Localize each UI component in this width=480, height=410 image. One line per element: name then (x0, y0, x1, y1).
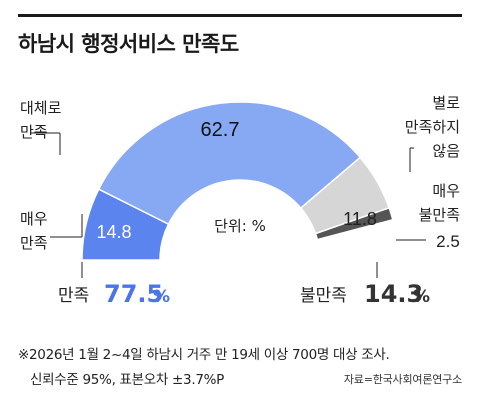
value-label-satisfied: 62.7 (201, 119, 240, 141)
unit-label: 단위: % (214, 217, 266, 235)
value-label-not-much: 11.8 (343, 209, 377, 229)
donut-segments (81, 101, 394, 261)
category-label-very-satisfied-1: 매우 (20, 210, 48, 228)
total-satisfied-label: 만족 (58, 286, 89, 306)
value-label-very-satisfied: 14.8 (96, 222, 131, 242)
total-dissatisfied-pct: % (413, 287, 430, 307)
category-label-not-much-3: 않음 (432, 142, 460, 160)
category-label-not-much-2: 만족하지 (405, 118, 460, 136)
category-label-satisfied-1: 대체로 (20, 99, 62, 117)
source-credit: 자료=한국사회여론연구소 (343, 373, 462, 386)
total-dissatisfied-label: 불만족 (300, 286, 347, 306)
top-rule (18, 14, 462, 17)
total-satisfied-value: 77.5 (104, 280, 163, 308)
category-label-satisfied-2: 만족 (20, 123, 48, 141)
footnote-line-1: ※2026년 1월 2~4일 하남시 거주 만 19세 이상 700명 대상 조… (18, 347, 390, 363)
category-label-very-dissatisfied-1: 매우 (432, 182, 460, 200)
category-label-very-dissatisfied-2: 불만족 (419, 206, 461, 224)
category-label-very-satisfied-2: 만족 (20, 234, 48, 252)
footnote-line-2: 신뢰수준 95%, 표본오차 ±3.7%P (30, 372, 224, 388)
total-dissatisfied-value: 14.3 (364, 280, 423, 308)
arc-satisfied (97, 101, 362, 226)
chart-title: 하남시 행정서비스 만족도 (18, 32, 239, 56)
value-label-very-dissatisfied: 2.5 (436, 232, 460, 251)
arc-very-dissatisfied (314, 206, 394, 241)
category-label-not-much-1: 별로 (432, 94, 460, 112)
total-satisfied-pct: % (153, 287, 170, 307)
